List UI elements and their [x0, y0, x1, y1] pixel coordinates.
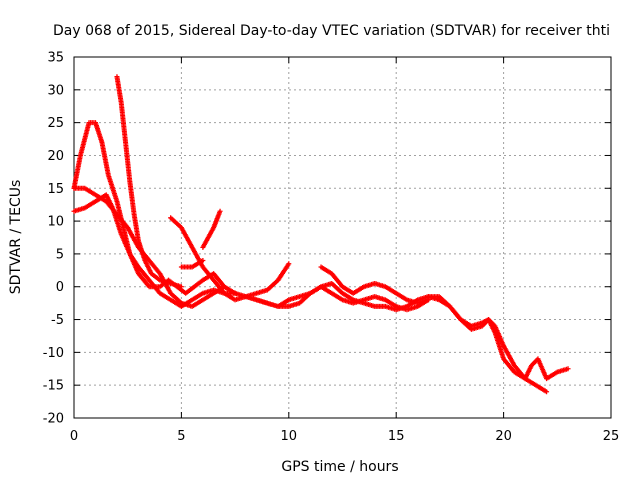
- y-tick-label: -20: [43, 412, 64, 427]
- x-tick-label: 10: [281, 429, 298, 444]
- series-trace-8: [232, 261, 292, 300]
- plot-frame: [73, 56, 612, 419]
- data-point-marker: [565, 366, 571, 372]
- y-tick-label: 0: [56, 280, 64, 295]
- x-axis-label: GPS time / hours: [281, 459, 398, 475]
- y-tick-label: -5: [51, 313, 64, 328]
- series-trace-5: [168, 215, 550, 395]
- series-trace-7: [200, 208, 223, 250]
- y-tick-label: -10: [43, 346, 64, 361]
- data-point-marker: [286, 261, 292, 267]
- y-tick-label: 5: [56, 247, 64, 262]
- series-trace-11: [425, 294, 571, 382]
- data-point-marker: [200, 257, 206, 263]
- series-trace-4: [114, 74, 184, 290]
- series-trace-9: [243, 284, 431, 313]
- x-tick-label: 20: [495, 429, 512, 444]
- data-point-marker: [217, 208, 223, 214]
- series-trace-6: [178, 257, 206, 270]
- y-axis-label: SDTVAR / TECUs: [8, 180, 24, 295]
- data-point-marker: [544, 389, 550, 395]
- series-marks: [71, 74, 571, 395]
- series-trace-10: [318, 264, 431, 306]
- y-tick-label: 35: [47, 51, 64, 66]
- x-tick-label: 25: [603, 429, 620, 444]
- y-tick-label: -15: [43, 379, 64, 394]
- y-tick-label: 15: [47, 182, 64, 197]
- y-tick-label: 20: [47, 149, 64, 164]
- series-trace-2: [71, 192, 238, 309]
- y-tick-label: 30: [47, 83, 64, 98]
- x-axis: 0 5 10 15 20 25: [70, 57, 619, 444]
- x-tick-label: 0: [70, 429, 78, 444]
- x-tick-label: 5: [177, 429, 185, 444]
- data-point-marker: [178, 284, 184, 290]
- y-tick-label: 25: [47, 116, 64, 131]
- y-axis: -20 -15 -10 -5 0 5 10 15 20 25 30 35: [43, 51, 611, 427]
- x-tick-label: 15: [388, 429, 405, 444]
- y-tick-label: 10: [47, 215, 64, 230]
- chart-title: Day 068 of 2015, Sidereal Day-to-day VTE…: [53, 23, 610, 39]
